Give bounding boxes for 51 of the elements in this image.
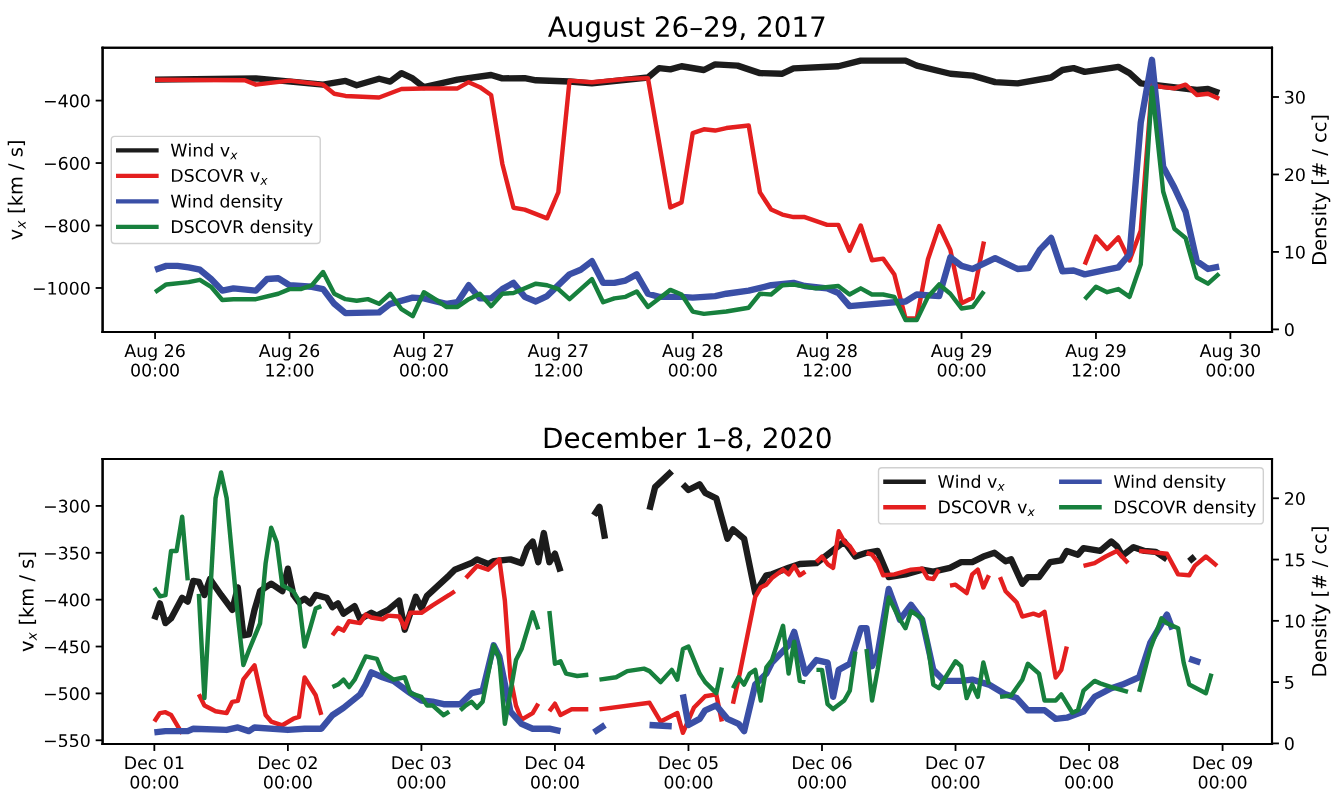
x-tick-label: Aug 27 12:00 [527, 344, 588, 377]
y2-tick-label: 20 [1285, 168, 1305, 182]
x-tick-label: Aug 27 00:00 [393, 344, 454, 377]
y-tick-label: −1000 [33, 281, 90, 295]
y-tick-label: −500 [44, 687, 90, 701]
x-tick-label: Aug 26 12:00 [258, 344, 320, 377]
x-tick-label: Aug 29 00:00 [930, 344, 992, 377]
y-tick-label: −400 [44, 593, 90, 607]
y2-tick-label: 0 [1284, 323, 1294, 337]
x-tick-label: Dec 08 00:00 [1060, 756, 1119, 789]
chart-title: August 26–29, 2017 [548, 16, 825, 43]
y-tick-label: −400 [44, 94, 90, 108]
x-tick-label: Aug 30 00:00 [1199, 344, 1260, 377]
y-axis-title: v$_{x}$ [km / s] [18, 552, 37, 652]
x-tick-label: Dec 07 00:00 [926, 756, 985, 789]
y2-tick-label: 0 [1284, 737, 1294, 751]
y2-tick-label: 10 [1285, 245, 1305, 259]
legend-label: DSCOVR density [172, 219, 313, 237]
y-tick-label: −450 [44, 640, 90, 654]
y2-tick-label: 20 [1285, 491, 1305, 506]
y2-tick-label: 10 [1285, 614, 1305, 628]
y2-tick-label: 30 [1285, 90, 1305, 104]
legend-label: Wind v$_{x}$ [938, 474, 1005, 491]
x-tick-label: Aug 28 00:00 [662, 344, 723, 377]
y2-tick-label: 15 [1285, 553, 1305, 567]
legend-label: Wind v$_{x}$ [170, 143, 238, 160]
y-tick-label: −550 [44, 733, 90, 748]
x-tick-label: Dec 09 00:00 [1193, 756, 1252, 789]
y-tick-label: −350 [44, 546, 90, 560]
x-tick-label: Dec 02 00:00 [258, 756, 317, 789]
y2-tick-label: 5 [1285, 676, 1294, 689]
legend-label: DSCOVR v$_{x}$ [172, 168, 268, 185]
chart-title: December 1–8, 2020 [544, 426, 831, 452]
y-tick-label: −600 [44, 156, 90, 170]
legend-label: Wind density [1113, 474, 1226, 492]
y2-axis-title: Density [# / cc] [1311, 527, 1331, 676]
y-axis-title: v$_{x}$ [km / s] [7, 141, 26, 240]
legend-label: Wind density [170, 194, 283, 212]
x-tick-label: Aug 28 12:00 [796, 344, 857, 377]
x-tick-label: Dec 01 00:00 [125, 756, 184, 789]
x-tick-label: Dec 04 00:00 [526, 756, 585, 789]
legend-label: DSCOVR density [1115, 500, 1256, 517]
x-tick-label: Dec 06 00:00 [793, 756, 852, 789]
legend-label: DSCOVR v$_{x}$ [939, 500, 1035, 517]
x-tick-label: Aug 26 00:00 [124, 344, 185, 377]
x-tick-label: Aug 29 12:00 [1065, 344, 1126, 377]
y-tick-label: −800 [44, 219, 90, 233]
y-tick-label: −300 [44, 499, 90, 513]
y2-axis-title: Density [# / cc] [1311, 115, 1331, 264]
x-tick-label: Dec 03 00:00 [392, 756, 451, 789]
x-tick-label: Dec 05 00:00 [659, 756, 718, 789]
